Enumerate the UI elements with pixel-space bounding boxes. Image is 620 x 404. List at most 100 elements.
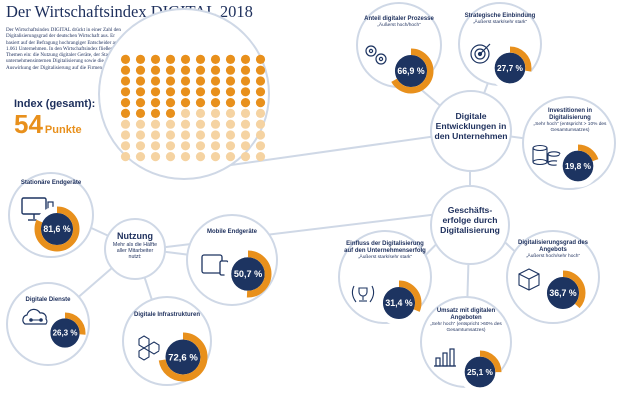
index-dot [255,141,266,151]
index-dot [195,108,206,118]
index-dot [120,141,131,151]
label-dienste: Digitale Dienste [6,297,90,304]
index-dot [150,54,161,64]
title-anteil: Anteil digitaler Prozesse [364,16,434,22]
index-dot [150,87,161,97]
index-dot [240,108,251,118]
title-dienste: Digitale Dienste [25,297,71,303]
index-dot [225,108,236,118]
index-dot-matrix [120,54,266,162]
index-dot [225,65,236,75]
index-dot [180,119,191,129]
ring-center [494,52,526,84]
index-dot [135,54,146,64]
label-strategische: Strategische Einbindung „Äußerst stark/s… [464,13,536,26]
ring-infrastrukturen: 72,6 % [158,332,208,382]
ring-value-arc [44,312,86,354]
title-strategische: Strategische Einbindung [464,13,536,19]
index-dot [180,65,191,75]
index-dot [195,130,206,140]
ring-value-label: 72,6 % [168,352,198,363]
ring-center [50,318,80,348]
label-investitionen: Investitionen in Digitalisierung „Sehr h… [530,108,610,133]
index-dot [165,152,176,162]
index-dot [165,76,176,86]
ring-umsatz: 25,1 % [458,350,502,394]
index-dot [195,76,206,86]
index-dot [225,98,236,108]
hub-digitale-circle [430,90,512,172]
index-dot [120,152,131,162]
index-dot [255,130,266,140]
index-dot [255,108,266,118]
index-dot [165,98,176,108]
index-dot [180,54,191,64]
index-dot [195,54,206,64]
index-dot [225,119,236,129]
index-dot [150,141,161,151]
index-dot [165,141,176,151]
ring-value-label: 36,7 % [549,288,576,298]
ring-stationaere: 81,6 % [34,206,80,252]
index-value: 54 Punkte [14,109,82,140]
index-dot [120,87,131,97]
ring-center [394,54,428,88]
index-dot [195,119,206,129]
title-einfluss: Einfluss der Digitalisierung auf den Unt… [344,241,426,254]
ring-value-label: 50,7 % [234,269,262,279]
index-dot [240,87,251,97]
index-dot [240,141,251,151]
index-dot [135,152,146,162]
ring-value-arc [388,48,434,94]
intro-text: Der Wirtschaftsindex DIGITAL drückt in e… [6,27,123,71]
ring-einfluss: 31,4 % [376,280,422,326]
ring-value-label: 19,8 % [565,161,592,171]
title-mobile: Mobile Endgeräte [206,229,257,235]
ring-value-label: 31,4 % [385,298,412,308]
ring-value-arc [540,270,586,316]
index-dot [180,130,191,140]
index-dot [210,76,221,86]
index-dot [180,141,191,151]
title-infrastrukturen: Digitale Infrastrukturen [133,312,200,318]
index-dot [165,108,176,118]
index-unit: Punkte [44,124,82,136]
index-dot [195,141,206,151]
title-stationaere: Stationäre Endgeräte [20,180,82,186]
index-dot [210,130,221,140]
ring-value-arc [34,206,80,252]
title-umsatz: Umsatz mit digitalen Angeboten [436,308,496,321]
ring-value-arc [158,332,208,382]
index-dot [120,108,131,118]
hub-nutzung-title: Nutzung [117,231,153,241]
ring-center [231,257,265,291]
index-dot [240,76,251,86]
index-dot [210,87,221,97]
ring-value-arc [556,144,600,188]
index-dot [120,98,131,108]
index-dot [150,152,161,162]
index-dot [165,119,176,129]
index-dot [120,65,131,75]
ring-investitionen: 19,8 % [556,144,600,188]
label-einfluss: Einfluss der Digitalisierung auf den Unt… [344,241,426,261]
hub-digitale-entwicklungen: Digitale Entwicklungen in den Unternehme… [434,111,508,141]
ring-center [40,212,74,246]
index-dot [210,152,221,162]
ring-center [464,356,496,388]
index-dot [150,65,161,75]
ring-value-label: 25,1 % [467,367,494,377]
index-dot [255,119,266,129]
index-dot [180,87,191,97]
index-dot [240,54,251,64]
index-dot [150,119,161,129]
hub-nutzung: Nutzung Mehr als die Hälfte aller Mitarb… [104,231,166,261]
hub-nutzung-sub: Mehr als die Hälfte aller Mitarbeiter nu… [112,242,158,261]
index-dot [120,130,131,140]
ring-value-label: 66,9 % [397,66,424,76]
index-dot [135,87,146,97]
index-dot [210,54,221,64]
index-dot [195,152,206,162]
index-dot [180,98,191,108]
